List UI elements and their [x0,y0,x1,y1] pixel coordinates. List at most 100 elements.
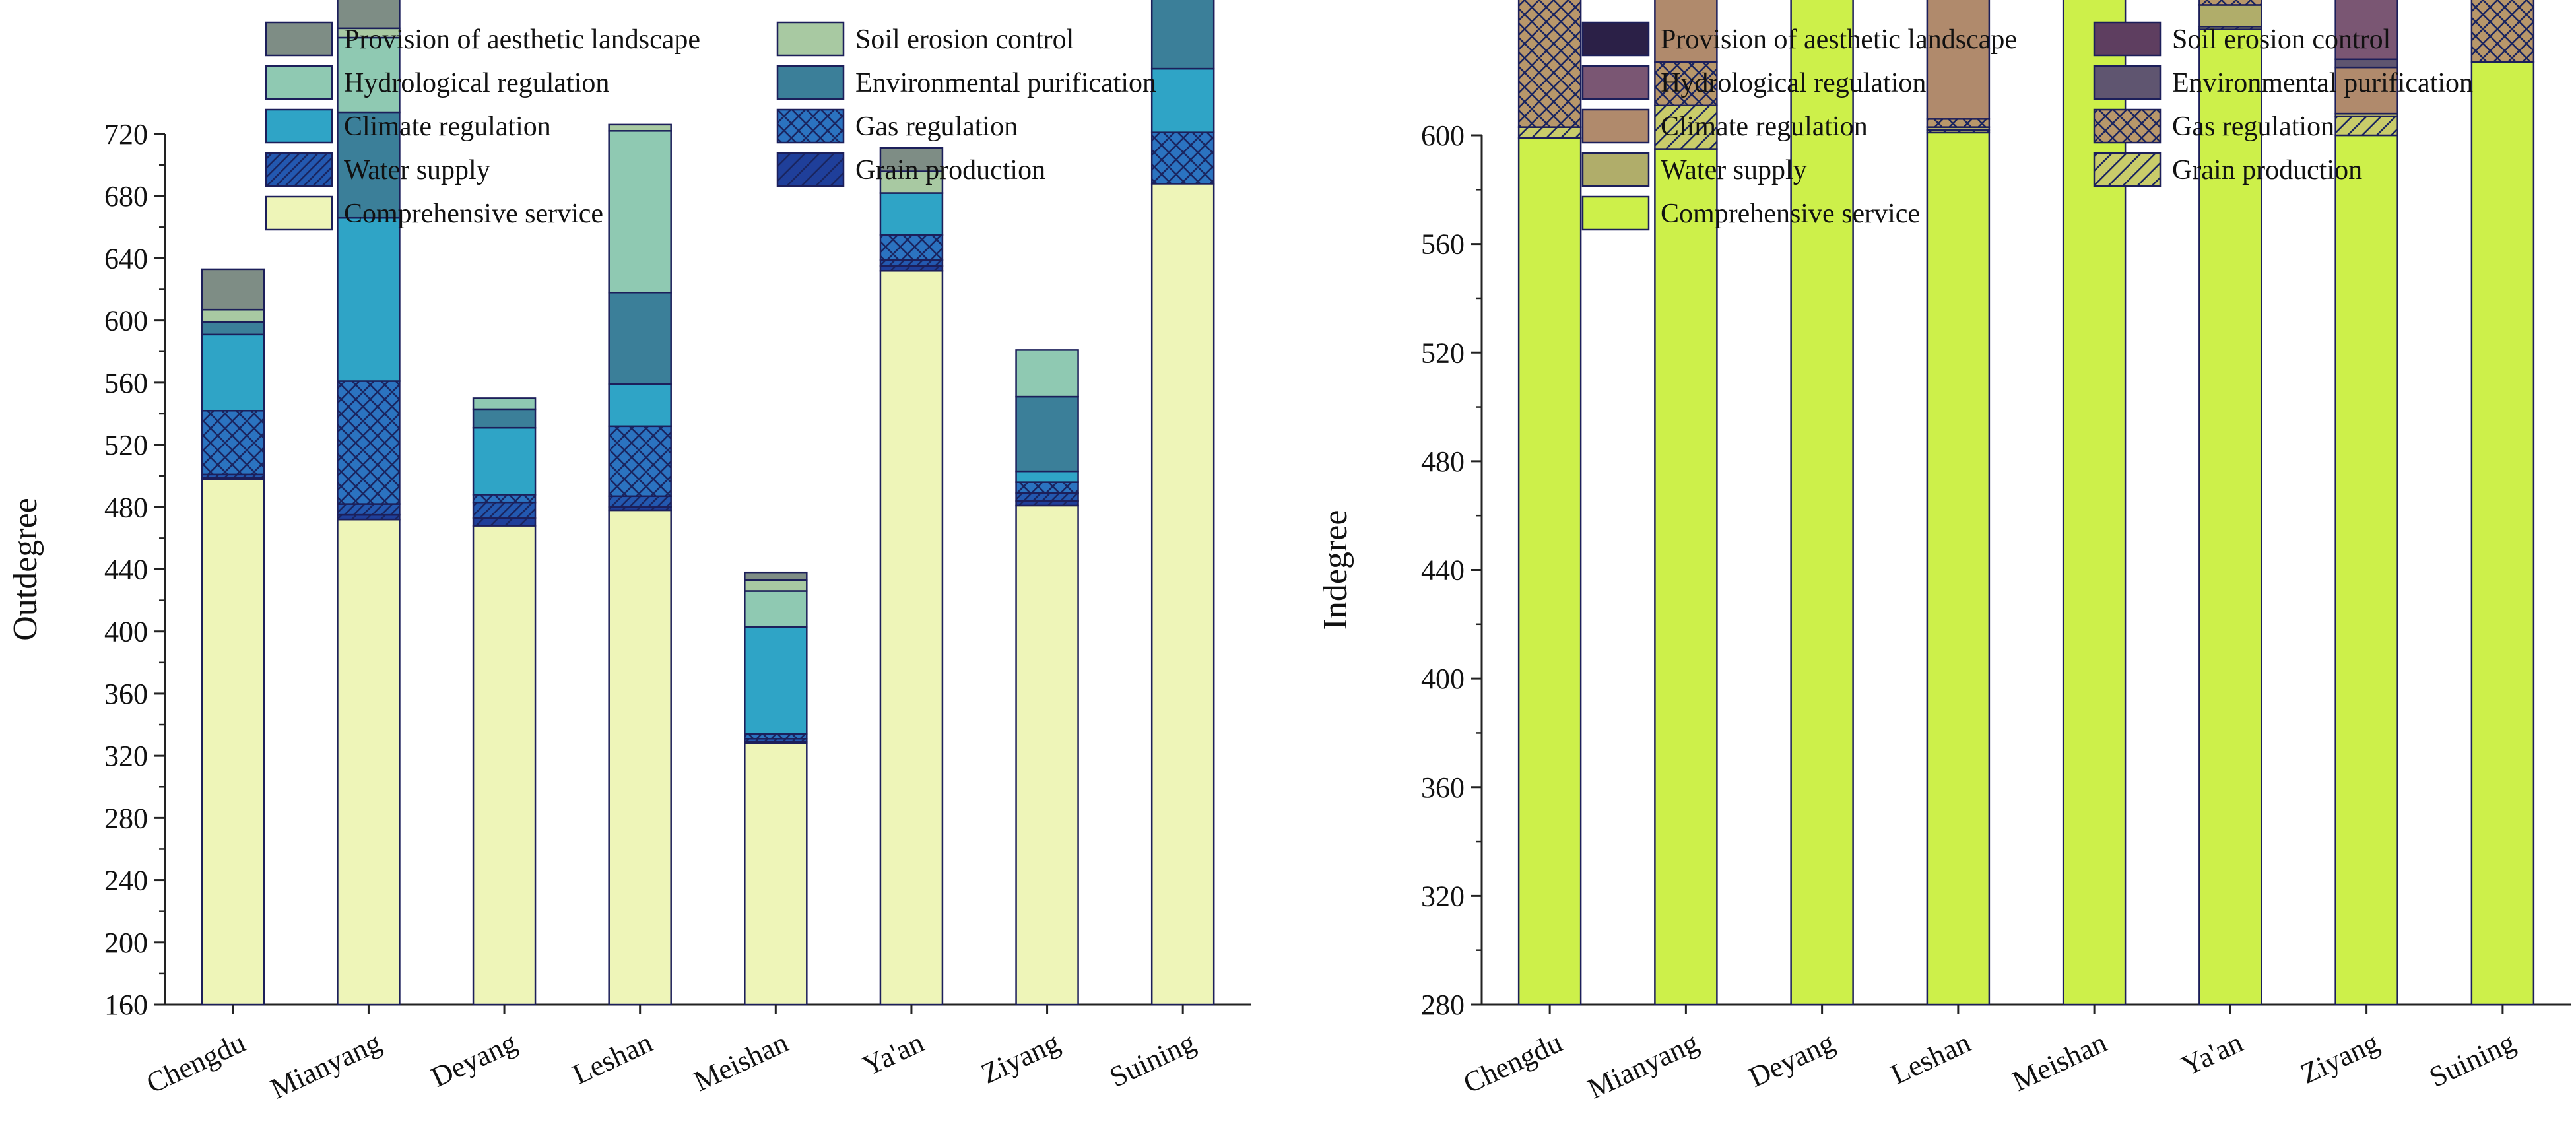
y-tick-label: 560 [1421,228,1465,261]
y-tick-label: 480 [1421,446,1465,478]
bar-segment-chengdu-soil-erosion-control [201,308,265,323]
legend-swatch-provision-of-aesthetic-landscape [1581,21,1650,57]
legend-swatch-provision-of-aesthetic-landscape [265,21,333,57]
bar-segment-ziyang-climate-regulation [2334,66,2398,115]
outdegree-chart: 160 200 240 280 320 360 400 440 480 520 560 600 640 6… [7,0,1251,1105]
bar-segment-leshan-environmental-purification [608,291,672,385]
legend-swatch-climate-regulation [1581,108,1650,144]
bar-segment-ya-an-comprehensive-service [879,270,944,1006]
legend-swatch-hydrological-regulation [265,65,333,100]
legend: Provision of aesthetic landscape Soil ero… [1581,21,2473,231]
bar-segment-leshan-gas-regulation [608,425,672,498]
bar-segment-mianyang-climate-regulation [1654,0,1718,63]
bar-segment-deyang-comprehensive-service [1790,0,1854,1006]
x-category-label: Suining [1105,1026,1201,1094]
legend-label-environmental-purification: Environmental purification [2172,68,2473,98]
bar-segment-deyang-hydrological-regulation [472,397,537,411]
legend-label-climate-regulation: Climate regulation [1661,112,1868,142]
y-tick-label: 520 [1421,337,1465,369]
y-tick-label: 640 [104,242,148,275]
bar-segment-meishan-comprehensive-service [2062,0,2127,1006]
x-category-label: Chengdu [141,1026,250,1100]
legend-swatch-gas-regulation [776,108,845,144]
bar-segment-chengdu-climate-regulation [201,333,265,412]
bar-segment-leshan-hydrological-regulation [608,130,672,294]
bar-segment-mianyang-climate-regulation [337,216,401,382]
x-category-label: Leshan [568,1026,657,1091]
bar-segment-chengdu-comprehensive-service [201,478,265,1006]
legend-swatch-soil-erosion-control [776,21,845,57]
bar-segment-deyang-climate-regulation [472,426,537,496]
legend-label-water-supply: Water supply [1661,155,1807,185]
legend-swatch-grain-production [776,152,845,187]
bar-segment-ziyang-water-supply [1015,492,1079,502]
y-tick-label: 200 [104,927,148,959]
legend-swatch-hydrological-regulation [1581,65,1650,100]
y-tick-label: 600 [1421,119,1465,152]
legend: Provision of aesthetic landscape Soil ero… [265,21,1156,231]
bar-segment-deyang-environmental-purification [472,408,537,429]
bar-segment-mianyang-gas-regulation [337,380,401,505]
x-category-label: Leshan [1886,1026,1975,1091]
legend-swatch-environmental-purification [776,65,845,100]
bar-segment-ya-an-climate-regulation [879,192,944,236]
y-tick-label: 520 [104,429,148,461]
x-category-label: Deyang [1744,1026,1839,1094]
bar-segment-chengdu-environmental-purification [201,321,265,336]
bar-segment-ziyang-environmental-purification [2334,58,2398,69]
legend-label-water-supply: Water supply [344,155,490,185]
x-category-label: Ziyang [2295,1026,2384,1090]
bar-segment-ya-an-water-supply [879,259,944,267]
y-tick-label: 360 [1421,772,1465,804]
bar-segment-deyang-comprehensive-service [472,525,537,1006]
x-category-label: Ya'an [857,1026,929,1082]
y-axis-title: Indegree [1317,510,1354,630]
y-tick-label: 440 [104,554,148,586]
legend-swatch-comprehensive-service [265,195,333,231]
bar-segment-leshan-comprehensive-service [1926,131,1991,1006]
bar-segment-ya-an-gas-regulation [879,234,944,261]
bar-segment-mianyang-provision-of-aesthetic-landscape [337,0,401,30]
bar-segment-meishan-provision-of-aesthetic-landscape [744,571,808,581]
bar-segment-suining-environmental-purification [1150,0,1215,70]
y-tick-label: 320 [1421,880,1465,912]
y-tick-label: 280 [1421,989,1465,1021]
x-category-label: Meishan [688,1026,793,1098]
bar-segment-chengdu-comprehensive-service [1517,137,1582,1006]
bar-segment-mianyang-comprehensive-service [337,518,401,1006]
bar-segment-deyang-gas-regulation [472,494,537,504]
bar-segment-suining-climate-regulation [1150,67,1215,133]
bar-segment-mianyang-water-supply [337,503,401,516]
x-category-label: Mianyang [1583,1026,1703,1106]
legend-label-provision-of-aesthetic-landscape: Provision of aesthetic landscape [344,24,700,55]
y-tick-label: 560 [104,367,148,399]
bar-segment-ya-an-provision-of-aesthetic-landscape [879,147,944,172]
bar-segment-leshan-water-supply [608,495,672,508]
x-category-label: Deyang [426,1026,522,1094]
y-tick-label: 720 [104,118,148,150]
bar-segment-ya-an-water-supply [2198,4,2262,28]
bar-segment-meishan-climate-regulation [744,626,808,735]
x-category-label: Suining [2424,1026,2520,1094]
bar-segment-ziyang-hydrological-regulation [2334,0,2398,61]
bar-segment-suining-gas-regulation [1150,131,1215,185]
legend-swatch-gas-regulation [2093,108,2162,144]
bar-segment-deyang-grain-production [472,517,537,527]
bar-segment-chengdu-provision-of-aesthetic-landscape [201,268,265,311]
legend-label-gas-regulation: Gas regulation [2172,112,2334,142]
x-category-label: Ya'an [2177,1026,2248,1082]
y-tick-label: 600 [104,305,148,337]
y-axis-title: Outdegree [7,498,44,641]
bar-segment-ziyang-grain-production [2334,115,2398,137]
y-tick-label: 400 [1421,663,1465,695]
y-tick-label: 360 [104,678,148,710]
x-category-label: Meishan [2007,1026,2111,1098]
bar-segment-leshan-climate-regulation [608,383,672,428]
legend-swatch-water-supply [1581,152,1650,187]
y-tick-label: 440 [1421,554,1465,587]
legend-swatch-soil-erosion-control [2093,21,2162,57]
bar-segment-meishan-comprehensive-service [744,742,808,1006]
bar-segment-suining-comprehensive-service [2470,61,2535,1006]
legend-label-hydrological-regulation: Hydrological regulation [1661,68,1926,98]
bar-segment-mianyang-gas-regulation [1654,61,1718,106]
